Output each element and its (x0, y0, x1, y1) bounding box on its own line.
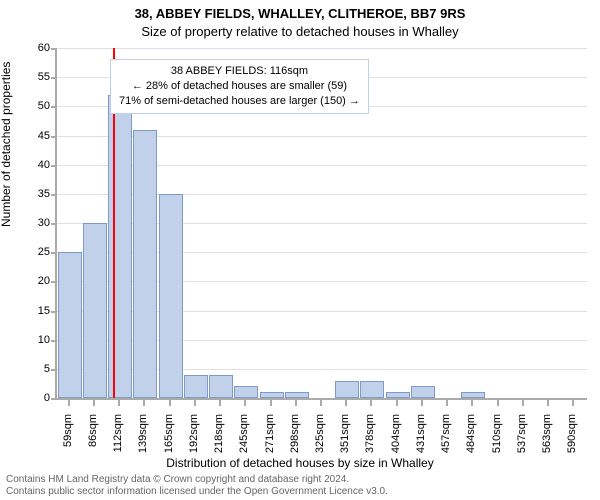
chart-title-line2: Size of property relative to detached ho… (0, 24, 600, 39)
bar (83, 223, 107, 398)
y-tick-mark (51, 106, 57, 108)
y-tick-label: 30 (20, 217, 50, 229)
y-tick-mark (51, 340, 57, 342)
y-tick-mark (51, 136, 57, 138)
y-tick-label: 25 (20, 246, 50, 258)
y-tick-label: 15 (20, 305, 50, 317)
y-tick-label: 40 (20, 159, 50, 171)
x-tick-label: 404sqm (390, 414, 402, 464)
x-tick-mark (169, 400, 171, 406)
y-tick-label: 5 (20, 363, 50, 375)
x-tick-label: 271sqm (264, 414, 276, 464)
x-tick-mark (68, 400, 70, 406)
x-tick-mark (522, 400, 524, 406)
x-tick-mark (547, 400, 549, 406)
y-tick-mark (51, 194, 57, 196)
x-tick-mark (396, 400, 398, 406)
x-tick-mark (497, 400, 499, 406)
bar (360, 381, 384, 399)
x-tick-mark (370, 400, 372, 406)
bar (335, 381, 359, 399)
y-tick-mark (51, 281, 57, 283)
x-tick-label: 351sqm (339, 414, 351, 464)
x-tick-label: 59sqm (62, 414, 74, 464)
footer-line1: Contains HM Land Registry data © Crown c… (6, 474, 388, 486)
x-tick-label: 218sqm (213, 414, 225, 464)
y-tick-label: 55 (20, 71, 50, 83)
bar (386, 392, 410, 398)
bar (133, 130, 157, 398)
x-tick-label: 484sqm (465, 414, 477, 464)
annotation-line1: 38 ABBEY FIELDS: 116sqm (119, 64, 360, 79)
x-tick-label: 86sqm (87, 414, 99, 464)
bar (260, 392, 284, 398)
x-tick-mark (143, 400, 145, 406)
x-tick-label: 590sqm (566, 414, 578, 464)
y-tick-mark (51, 165, 57, 167)
x-tick-mark (345, 400, 347, 406)
y-axis-label: Number of detached properties (0, 62, 13, 227)
x-tick-mark (219, 400, 221, 406)
y-tick-label: 10 (20, 334, 50, 346)
footer-line2: Contains public sector information licen… (6, 486, 388, 498)
x-tick-mark (446, 400, 448, 406)
x-tick-mark (194, 400, 196, 406)
footer-attribution: Contains HM Land Registry data © Crown c… (6, 474, 388, 498)
bar (285, 392, 309, 398)
x-tick-label: 457sqm (440, 414, 452, 464)
x-tick-mark (421, 400, 423, 406)
y-tick-label: 35 (20, 188, 50, 200)
y-tick-mark (51, 369, 57, 371)
x-tick-mark (320, 400, 322, 406)
x-tick-label: 298sqm (289, 414, 301, 464)
bar (58, 252, 82, 398)
annotation-line3: 71% of semi-detached houses are larger (… (119, 94, 360, 109)
y-tick-mark (51, 398, 57, 400)
y-tick-label: 50 (20, 100, 50, 112)
x-tick-mark (471, 400, 473, 406)
x-tick-label: 112sqm (112, 414, 124, 464)
y-tick-mark (51, 252, 57, 254)
y-tick-mark (51, 77, 57, 79)
x-tick-label: 325sqm (314, 414, 326, 464)
x-tick-label: 165sqm (163, 414, 175, 464)
x-tick-mark (270, 400, 272, 406)
y-tick-mark (51, 48, 57, 50)
y-tick-mark (51, 223, 57, 225)
y-tick-label: 20 (20, 275, 50, 287)
bar (159, 194, 183, 398)
bar (184, 375, 208, 398)
x-tick-mark (572, 400, 574, 406)
x-tick-mark (118, 400, 120, 406)
x-tick-label: 563sqm (541, 414, 553, 464)
x-tick-label: 510sqm (491, 414, 503, 464)
x-tick-label: 431sqm (415, 414, 427, 464)
x-tick-mark (244, 400, 246, 406)
y-tick-label: 60 (20, 42, 50, 54)
y-tick-label: 0 (20, 392, 50, 404)
bar (411, 386, 435, 398)
y-tick-mark (51, 311, 57, 313)
x-tick-label: 192sqm (188, 414, 200, 464)
annotation-line2: ← 28% of detached houses are smaller (59… (119, 79, 360, 94)
x-tick-label: 139sqm (137, 414, 149, 464)
x-tick-label: 378sqm (364, 414, 376, 464)
bar (461, 392, 485, 398)
annotation-box: 38 ABBEY FIELDS: 116sqm← 28% of detached… (110, 59, 369, 114)
chart-container: 38, ABBEY FIELDS, WHALLEY, CLITHEROE, BB… (0, 0, 600, 500)
bar (209, 375, 233, 398)
x-tick-label: 245sqm (238, 414, 250, 464)
x-tick-mark (295, 400, 297, 406)
x-tick-mark (93, 400, 95, 406)
bar (234, 386, 258, 398)
gridline (57, 48, 587, 49)
y-tick-label: 45 (20, 130, 50, 142)
chart-title-line1: 38, ABBEY FIELDS, WHALLEY, CLITHEROE, BB… (0, 6, 600, 21)
x-tick-label: 537sqm (516, 414, 528, 464)
